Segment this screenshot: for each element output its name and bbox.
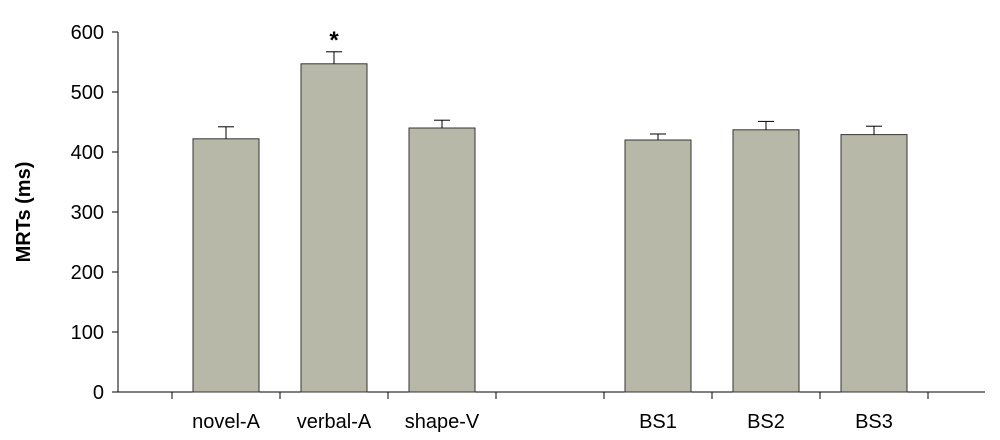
x-tick-label-BS3: BS3 — [855, 411, 893, 433]
y-tick-label: 400 — [71, 142, 104, 164]
x-tick-label-shape-V: shape-V — [405, 411, 480, 433]
y-tick-label: 200 — [71, 262, 104, 284]
x-axis — [118, 391, 985, 399]
significance-marker: * — [329, 27, 339, 54]
y-tick-label: 500 — [71, 82, 104, 104]
y-axis: 0 100 200 300 400 500 600 — [71, 22, 119, 404]
x-tick-label-novel-A: novel-A — [192, 411, 260, 433]
y-tick-label: 600 — [71, 22, 104, 44]
x-tick-label-verbal-A: verbal-A — [297, 411, 372, 433]
y-tick-label: 0 — [93, 382, 104, 404]
y-tick-label: 100 — [71, 322, 104, 344]
y-axis-title: MRTs (ms) — [13, 162, 35, 263]
y-tick-label: 300 — [71, 202, 104, 224]
bar-novel-A — [192, 138, 260, 393]
bar-verbal-A — [300, 63, 368, 393]
error-bars — [218, 51, 882, 140]
annotations: * — [329, 27, 339, 54]
x-tick-labels: novel-A verbal-A shape-V BS1 BS2 BS3 — [192, 411, 893, 433]
bars — [192, 63, 908, 393]
x-tick-label-BS1: BS1 — [639, 411, 677, 433]
bar-BS1 — [624, 139, 692, 393]
bar-BS2 — [732, 129, 800, 393]
bar-shape-V — [408, 127, 476, 393]
x-tick-label-BS2: BS2 — [747, 411, 785, 433]
bar-BS3 — [840, 134, 908, 393]
